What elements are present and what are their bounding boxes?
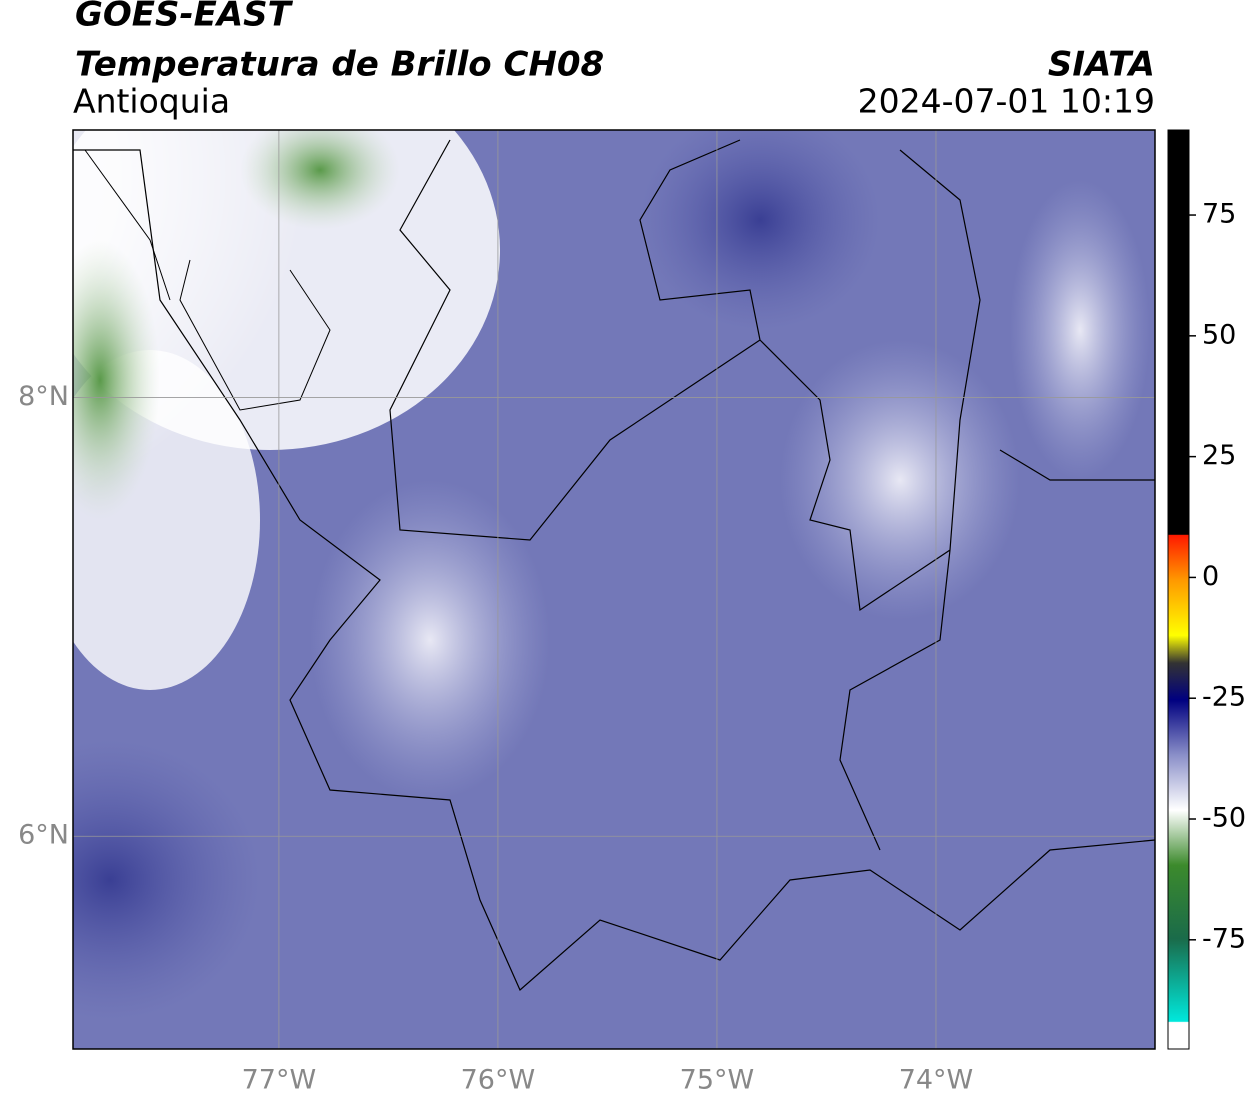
colorbar-tick-label: 75 [1202, 199, 1236, 230]
graticule [73, 130, 1155, 1049]
colorbar-tick-label: 50 [1202, 319, 1236, 350]
x-tick-label: 75°W [680, 1065, 755, 1096]
x-tick-label: 74°W [899, 1065, 974, 1096]
agency: SIATA [1048, 45, 1155, 85]
colorbar-tick-label: 25 [1202, 440, 1236, 471]
source: GOES-EAST [75, 0, 294, 35]
colorbar-tick-label: -75 [1202, 923, 1246, 954]
datetime: 2024-07-01 10:19 [858, 82, 1155, 121]
title: Temperatura de Brillo CH08 [75, 45, 604, 85]
y-tick-label: 6°N [18, 820, 69, 851]
colorbar-tick-label: 0 [1202, 561, 1219, 592]
x-tick-label: 76°W [461, 1065, 536, 1096]
x-tick-label: 77°W [242, 1065, 317, 1096]
colorbar-tick-label: -25 [1202, 682, 1246, 713]
colorbar-tick-label: -50 [1202, 803, 1246, 834]
region: Antioquia [73, 82, 230, 121]
colorbar [1167, 129, 1190, 1050]
satellite-image [73, 130, 1155, 1049]
map-frame [72, 129, 1156, 1050]
y-tick-label: 8°N [18, 381, 69, 412]
